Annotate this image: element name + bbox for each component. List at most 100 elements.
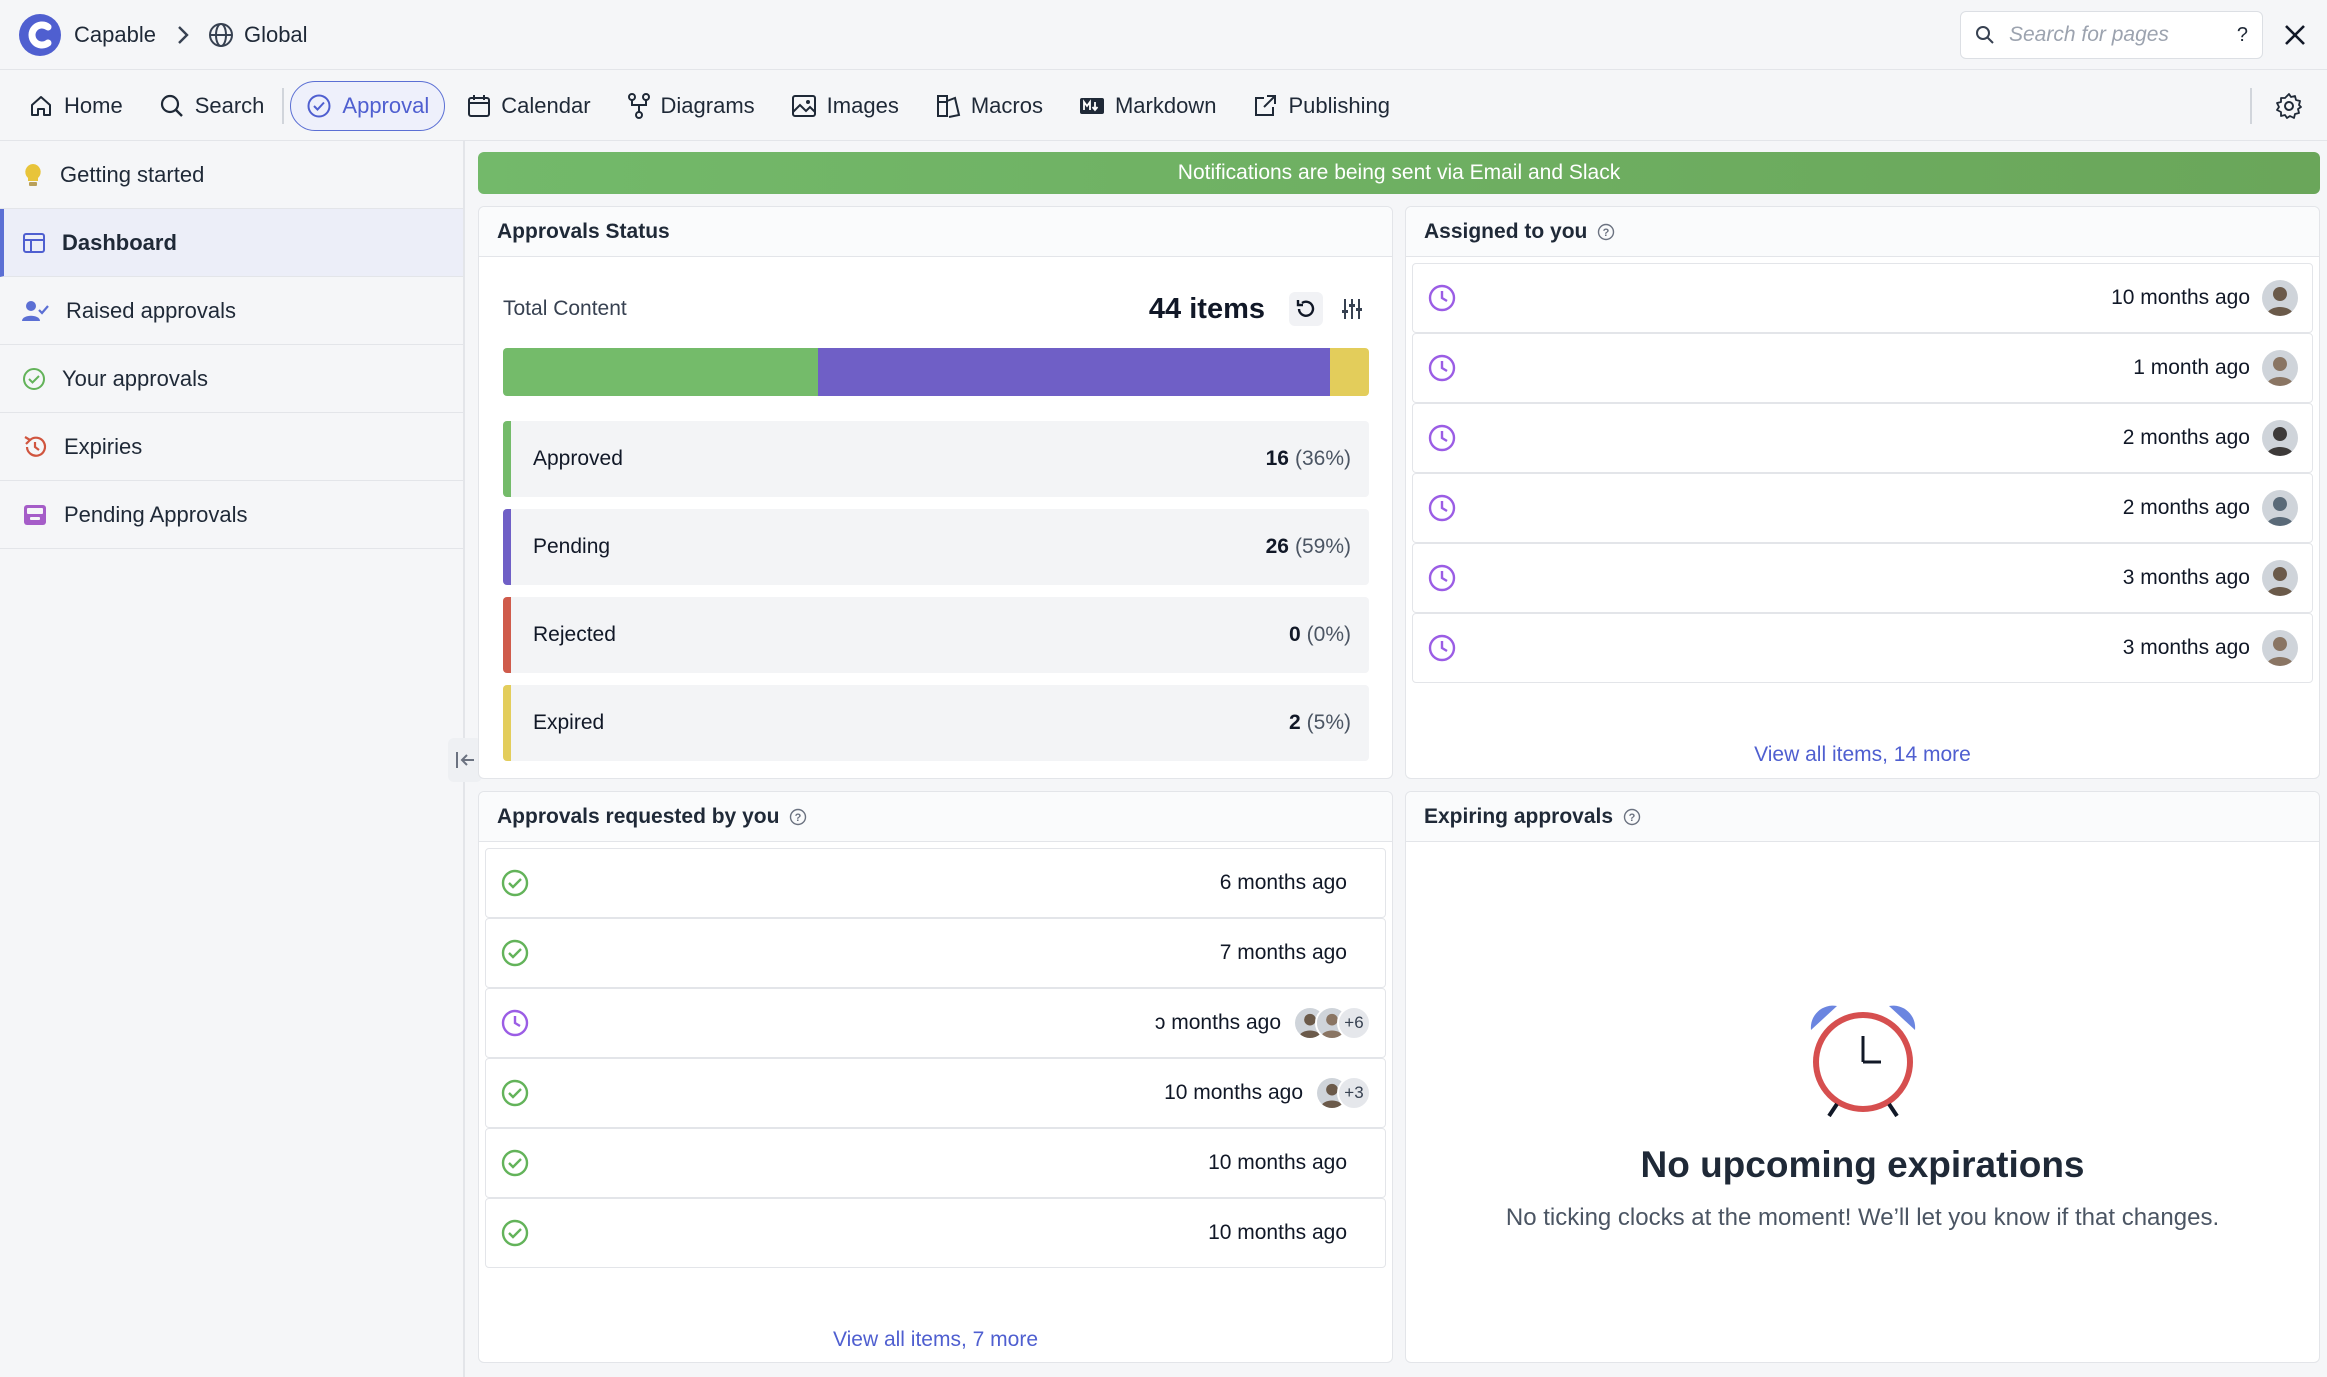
status-label: Approved: [533, 447, 623, 470]
status-value: 0 (0%): [1289, 623, 1351, 647]
nav-home-label: Home: [64, 92, 123, 118]
chevron-right-icon: [178, 25, 189, 44]
status-count: 16: [1265, 447, 1289, 470]
approved-segment: [503, 348, 819, 396]
capable-logo-icon: [19, 13, 61, 56]
requested-row[interactable]: 10 months ago +3: [485, 1058, 1386, 1128]
nav-search[interactable]: Search: [145, 81, 279, 131]
nav-markdown[interactable]: Markdown: [1065, 81, 1230, 131]
panel-title: Approvals Status: [497, 219, 670, 243]
requested-row[interactable]: 6 months ago: [485, 848, 1386, 918]
avatar: [2262, 490, 2298, 526]
sidebar-item-label: Raised approvals: [66, 297, 236, 323]
sidebar-item-pending-approvals[interactable]: Pending Approvals: [0, 481, 463, 549]
nav-approval[interactable]: Approval: [290, 80, 446, 131]
view-all-assigned-link[interactable]: View all items, 14 more: [1754, 743, 1971, 766]
nav-markdown-label: Markdown: [1114, 92, 1217, 118]
status-row-pending[interactable]: Pending 26 (59%): [503, 509, 1369, 585]
check-circle-icon: [501, 1079, 529, 1107]
refresh-icon: [1296, 300, 1315, 317]
relative-time: 10 months ago: [2111, 286, 2250, 309]
avatar: [2262, 280, 2298, 316]
status-value: 16 (36%): [1266, 447, 1351, 471]
sidebar: Getting started Dashboard Raised approva…: [0, 141, 465, 1377]
page-search[interactable]: ?: [1960, 11, 2263, 59]
nav-home[interactable]: Home: [14, 81, 137, 131]
requested-row[interactable]: 7 months ago: [485, 918, 1386, 988]
status-row-rejected[interactable]: Rejected 0 (0%): [503, 597, 1369, 673]
assigned-row[interactable]: 2 months ago: [1412, 473, 2313, 543]
nav-macros[interactable]: Macros: [921, 81, 1057, 131]
status-color-bar: [503, 421, 511, 497]
sidebar-item-raised-approvals[interactable]: Raised approvals: [0, 277, 463, 345]
assigned-row[interactable]: 3 months ago: [1412, 613, 2313, 683]
nav-images[interactable]: Images: [777, 81, 913, 131]
relative-time: 3 months ago: [2122, 566, 2250, 589]
notification-text: Notifications are being sent via Email a…: [1177, 161, 1621, 184]
top-bar: Capable Global ?: [0, 0, 2327, 70]
relative-time: 10 months ago: [1208, 1221, 1347, 1244]
gear-icon[interactable]: [2275, 92, 2303, 120]
sidebar-item-label: Dashboard: [62, 229, 177, 255]
help-circle-icon[interactable]: ?: [1597, 223, 1615, 241]
sidebar-item-your-approvals[interactable]: Your approvals: [0, 345, 463, 413]
status-color-bar: [503, 509, 511, 585]
home-icon: [31, 95, 51, 116]
nav-diagrams-label: Diagrams: [660, 92, 755, 118]
status-percent: (59%): [1294, 535, 1351, 558]
view-all-requested-link[interactable]: View all items, 7 more: [832, 1328, 1039, 1351]
brand[interactable]: Capable: [18, 13, 156, 57]
assigned-to-you-panel: Assigned to you ? 10 months ago 1 month a…: [1405, 206, 2320, 779]
help-circle-icon[interactable]: ?: [1623, 808, 1641, 826]
panel-title: Expiring approvals: [1424, 804, 1614, 828]
avatar-group: +3: [1315, 1076, 1371, 1110]
nav-search-label: Search: [194, 92, 265, 118]
approvals-status-panel: Approvals Status Total Content 44 items …: [478, 206, 1393, 779]
status-percent: (0%): [1306, 623, 1351, 646]
sidebar-item-dashboard[interactable]: Dashboard: [0, 209, 463, 277]
status-percent: (5%): [1306, 711, 1351, 734]
lightbulb-icon: [25, 163, 41, 186]
assigned-row[interactable]: 3 months ago: [1412, 543, 2313, 613]
image-icon: [791, 94, 816, 117]
status-color-bar: [503, 685, 511, 761]
check-circle-icon: [307, 94, 331, 117]
assigned-row[interactable]: 2 months ago: [1412, 403, 2313, 473]
requested-row[interactable]: 10 months ago: [485, 1198, 1386, 1268]
clock-icon: [1428, 284, 1456, 312]
share-icon: [1255, 94, 1277, 116]
close-icon[interactable]: [2280, 20, 2310, 50]
assigned-row[interactable]: 1 month ago: [1412, 333, 2313, 403]
requested-row[interactable]: 10 months ago: [485, 1128, 1386, 1198]
nav-diagrams[interactable]: Diagrams: [613, 81, 769, 131]
search-input[interactable]: [2009, 23, 2209, 47]
history-icon: [24, 435, 47, 457]
status-row-approved[interactable]: Approved 16 (36%): [503, 421, 1369, 497]
nav-calendar[interactable]: Calendar: [453, 81, 604, 131]
avatar: [2262, 630, 2298, 666]
app-name: Capable: [74, 21, 156, 47]
main-nav: Home Search Approval Calendar Diagrams I…: [0, 71, 2327, 141]
requested-row[interactable]: ɔ months ago +6: [485, 988, 1386, 1058]
assigned-row[interactable]: 10 months ago: [1412, 263, 2313, 333]
help-circle-icon[interactable]: ?: [789, 808, 807, 826]
diagram-icon: [627, 92, 650, 119]
space-breadcrumb[interactable]: Global: [208, 22, 308, 48]
pending-segment: [818, 348, 1331, 396]
filter-settings-button[interactable]: [1335, 292, 1369, 326]
sidebar-item-expiries[interactable]: Expiries: [0, 413, 463, 481]
total-content-count: 44 items: [1148, 292, 1265, 325]
sidebar-item-label: Pending Approvals: [64, 501, 248, 527]
notification-banner: Notifications are being sent via Email a…: [478, 152, 2320, 194]
markdown-icon: [1079, 97, 1104, 114]
clock-icon: [1428, 494, 1456, 522]
status-row-expired[interactable]: Expired 2 (5%): [503, 685, 1369, 761]
relative-time: 2 months ago: [2122, 496, 2250, 519]
refresh-button[interactable]: [1289, 292, 1323, 326]
sidebar-item-getting-started[interactable]: Getting started: [0, 141, 463, 209]
nav-publishing[interactable]: Publishing: [1238, 81, 1404, 131]
nav-divider: [282, 87, 285, 124]
relative-time: 6 months ago: [1219, 871, 1347, 894]
collapse-sidebar-button[interactable]: [448, 738, 482, 782]
search-help-button[interactable]: ?: [2236, 23, 2248, 46]
